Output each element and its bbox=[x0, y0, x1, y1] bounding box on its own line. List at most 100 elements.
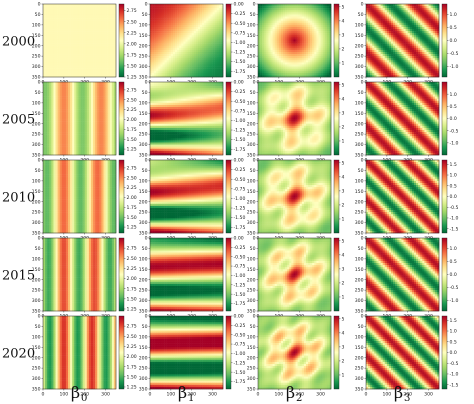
heatmap-cell bbox=[76, 45, 79, 49]
heatmap-cell bbox=[160, 47, 163, 51]
heatmap-cell bbox=[164, 22, 167, 26]
heatmap-cell bbox=[411, 16, 415, 19]
heatmap-cell bbox=[95, 6, 98, 9]
heatmap-cell bbox=[436, 16, 440, 19]
heatmap-cell bbox=[76, 6, 79, 9]
heatmap-cell bbox=[388, 22, 392, 26]
heatmap-cell bbox=[310, 10, 313, 13]
heatmap-cell bbox=[57, 31, 60, 34]
heatmap-cell bbox=[318, 4, 321, 7]
heatmap-cell bbox=[293, 12, 296, 15]
heatmap-cell bbox=[185, 72, 188, 76]
heatmap-cell bbox=[109, 68, 113, 71]
heatmap-cell bbox=[312, 56, 315, 59]
heatmap-cell bbox=[426, 66, 429, 69]
heatmap-cell bbox=[299, 60, 303, 63]
heatmap-cell bbox=[70, 39, 73, 42]
heatmap-cell bbox=[301, 14, 305, 17]
heatmap-cell bbox=[82, 4, 85, 7]
heatmap-cell bbox=[328, 29, 332, 32]
heatmap-cell bbox=[103, 35, 106, 38]
heatmap-cell bbox=[280, 16, 284, 19]
heatmap-cell bbox=[45, 20, 48, 24]
heatmap-cell bbox=[303, 62, 307, 65]
heatmap-cell bbox=[84, 66, 88, 69]
heatmap-cell bbox=[388, 54, 392, 57]
heatmap-cell bbox=[170, 29, 174, 32]
heatmap-cell bbox=[270, 6, 273, 9]
heatmap-cell bbox=[314, 26, 317, 30]
heatmap-cell bbox=[70, 54, 73, 57]
heatmap-cell bbox=[310, 54, 313, 57]
heatmap-cell bbox=[43, 4, 46, 7]
heatmap-cell bbox=[93, 43, 96, 46]
heatmap-cell bbox=[177, 49, 180, 53]
heatmap-cell bbox=[297, 49, 300, 53]
heatmap-cell bbox=[413, 20, 417, 24]
heatmap-cell bbox=[111, 8, 115, 11]
heatmap-cell bbox=[78, 24, 81, 28]
heatmap-cell bbox=[416, 12, 419, 15]
heatmap-cell bbox=[154, 54, 157, 57]
heatmap-cell bbox=[285, 14, 288, 17]
heatmap-cell bbox=[154, 68, 157, 71]
heatmap-cell bbox=[206, 16, 209, 19]
heatmap-cell bbox=[197, 66, 201, 69]
heatmap-cell bbox=[328, 6, 332, 9]
heatmap-cell bbox=[418, 58, 421, 61]
colorbar-tick-label: 1 bbox=[342, 61, 345, 67]
heatmap-cell bbox=[202, 14, 205, 17]
heatmap-cell bbox=[411, 47, 415, 51]
heatmap-cell bbox=[370, 20, 373, 24]
heatmap-cell bbox=[280, 39, 284, 42]
heatmap-cell bbox=[293, 54, 296, 57]
heatmap-cell bbox=[274, 62, 278, 65]
heatmap-cell bbox=[181, 45, 184, 49]
heatmap-cell bbox=[291, 8, 294, 11]
heatmap-cell bbox=[220, 62, 224, 65]
heatmap-cell bbox=[68, 20, 71, 24]
heatmap-cell bbox=[287, 70, 290, 74]
heatmap-cell bbox=[289, 66, 292, 69]
heatmap-cell bbox=[59, 33, 63, 36]
heatmap-cell bbox=[74, 26, 77, 30]
heatmap-cell bbox=[193, 45, 197, 49]
heatmap-cell bbox=[310, 47, 313, 51]
heatmap-cell bbox=[380, 54, 383, 57]
heatmap-cell bbox=[105, 58, 108, 61]
heatmap-cell bbox=[86, 6, 90, 9]
heatmap-cell bbox=[432, 31, 436, 34]
heatmap-cell bbox=[395, 22, 398, 26]
heatmap-cell bbox=[308, 47, 311, 51]
heatmap-cell bbox=[287, 16, 290, 19]
heatmap-cell bbox=[78, 43, 81, 46]
heatmap-cell bbox=[399, 31, 402, 34]
heatmap-cell bbox=[405, 56, 408, 59]
heatmap-cell bbox=[276, 8, 280, 11]
heatmap-cell bbox=[218, 35, 222, 38]
heatmap-cell bbox=[264, 45, 267, 49]
heatmap-cell bbox=[411, 56, 415, 59]
heatmap-cell bbox=[416, 72, 419, 76]
heatmap-cell bbox=[197, 64, 201, 67]
heatmap-cell bbox=[289, 8, 292, 11]
heatmap-cell bbox=[432, 14, 436, 17]
heatmap-cell bbox=[183, 24, 186, 28]
colorbar-tick-label: 5 bbox=[342, 4, 345, 10]
heatmap-cell bbox=[191, 6, 195, 9]
heatmap-cell bbox=[107, 49, 110, 53]
heatmap-cell bbox=[65, 70, 69, 74]
heatmap-cell bbox=[297, 22, 300, 26]
heatmap-cell bbox=[55, 20, 58, 24]
heatmap-cell bbox=[380, 64, 383, 67]
heatmap-cell bbox=[59, 18, 63, 21]
heatmap-cell bbox=[86, 22, 90, 26]
heatmap-cell bbox=[90, 60, 94, 63]
heatmap-cell bbox=[432, 51, 436, 55]
heatmap-cell bbox=[103, 26, 106, 30]
heatmap-cell bbox=[45, 47, 48, 51]
heatmap-cell bbox=[53, 22, 56, 26]
heatmap-cell bbox=[220, 14, 224, 17]
colorbar-tick-label: 2.25 bbox=[127, 30, 137, 36]
heatmap-cell bbox=[84, 39, 88, 42]
